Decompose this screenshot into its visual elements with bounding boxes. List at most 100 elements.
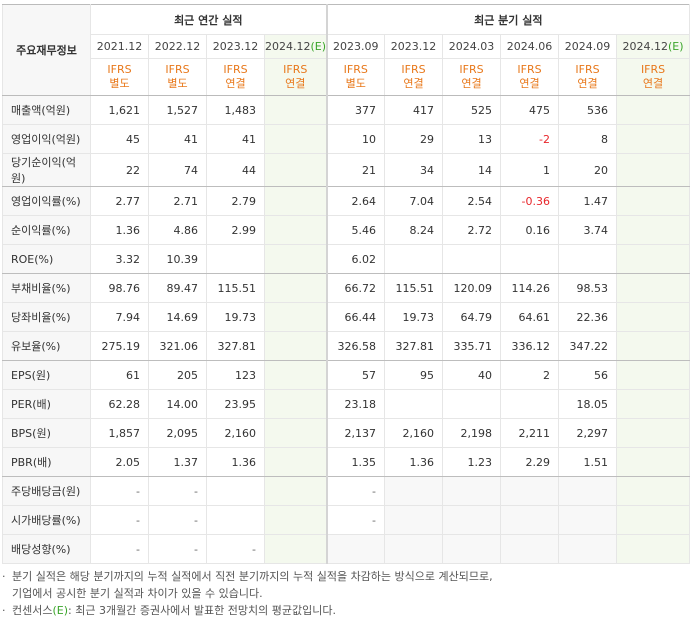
value-cell xyxy=(616,418,691,448)
value-cell: 2.72 xyxy=(442,215,502,245)
value-cell xyxy=(442,534,502,564)
row-label: 영업이익(억원) xyxy=(2,124,91,154)
value-cell xyxy=(384,505,444,535)
value-cell xyxy=(263,534,328,564)
row-label: 매출액(억원) xyxy=(2,95,91,125)
period: 2022.12 xyxy=(154,40,201,53)
value-cell xyxy=(616,360,691,390)
period-header: 2024.06 xyxy=(500,34,560,59)
period-header: 2023.12 xyxy=(206,34,265,59)
value-cell: 205 xyxy=(148,360,207,390)
accounting-standard: IFRS xyxy=(283,63,308,76)
value-cell: 2 xyxy=(500,360,560,390)
value-cell: 336.12 xyxy=(500,331,560,361)
value-cell xyxy=(616,95,691,125)
consolidation-scope: 연결 xyxy=(403,77,424,90)
value-cell: 536 xyxy=(558,95,618,125)
header-row: 2021.12 2022.12 2023.12 2024.12(E) 2023.09 20… xyxy=(3,34,691,59)
value-cell: 525 xyxy=(442,95,502,125)
value-cell: 23.18 xyxy=(325,389,386,419)
value-cell: 2,095 xyxy=(148,418,207,448)
value-cell xyxy=(384,389,444,419)
period-header: 2024.12(E) xyxy=(616,34,691,59)
value-cell xyxy=(616,447,691,477)
value-cell xyxy=(442,244,502,274)
value-cell: 335.71 xyxy=(442,331,502,361)
value-cell xyxy=(384,244,444,274)
value-cell xyxy=(263,418,328,448)
value-cell xyxy=(263,186,328,216)
value-cell xyxy=(616,331,691,361)
value-cell: 2,160 xyxy=(384,418,444,448)
row-label: 당좌비율(%) xyxy=(2,302,91,332)
value-cell: 417 xyxy=(384,95,444,125)
value-cell xyxy=(206,505,265,535)
data-row: 시가배당률(%) - - - xyxy=(2,505,691,535)
value-cell: 1.23 xyxy=(442,447,502,477)
row-label: BPS(원) xyxy=(2,418,91,448)
accounting-standard: IFRS xyxy=(343,63,368,76)
row-label: ROE(%) xyxy=(2,244,91,274)
basis-header: IFRS 연결 xyxy=(206,58,265,96)
value-cell: - xyxy=(148,476,207,506)
value-cell: 34 xyxy=(384,153,444,187)
value-cell: - xyxy=(206,534,265,564)
basis-header: IFRS 별도 xyxy=(325,58,386,96)
period: 2024.12 xyxy=(622,40,669,53)
basis-header: IFRS 연결 xyxy=(558,58,618,96)
accounting-standard: IFRS xyxy=(640,63,666,76)
data-row: 배당성향(%) - - - xyxy=(2,534,691,564)
value-cell: 377 xyxy=(325,95,386,125)
value-cell: 10.39 xyxy=(148,244,207,274)
value-cell: 57 xyxy=(325,360,386,390)
value-cell xyxy=(500,534,560,564)
estimate-mark: (E) xyxy=(668,40,684,53)
consolidation-scope: 연결 xyxy=(577,77,598,90)
value-cell: 327.81 xyxy=(384,331,444,361)
consolidation-scope: 별도 xyxy=(345,77,366,90)
value-cell: 6.02 xyxy=(325,244,386,274)
value-cell: 2,297 xyxy=(558,418,618,448)
value-cell: 2,198 xyxy=(442,418,502,448)
value-cell xyxy=(263,389,328,419)
value-cell xyxy=(500,244,560,274)
value-cell xyxy=(616,534,691,564)
row-label: 배당성향(%) xyxy=(2,534,91,564)
value-cell xyxy=(263,273,328,303)
row-label: 유보율(%) xyxy=(2,331,91,361)
value-cell xyxy=(558,244,618,274)
value-cell: 1.36 xyxy=(90,215,149,245)
value-cell: 61 xyxy=(90,360,149,390)
value-cell: 8.24 xyxy=(384,215,444,245)
accounting-standard: IFRS xyxy=(575,63,600,76)
value-cell: - xyxy=(325,505,386,535)
value-cell xyxy=(616,215,691,245)
value-cell: 2,211 xyxy=(500,418,560,448)
table-body: 매출액(억원) 1,621 1,527 1,483 377 417 525 475 536 영업이… xyxy=(2,95,691,564)
period: 2024.06 xyxy=(506,40,553,53)
value-cell: 7.94 xyxy=(90,302,149,332)
value-cell: 115.51 xyxy=(206,273,265,303)
value-cell xyxy=(616,505,691,535)
footnote: 분기 실적은 해당 분기까지의 누적 실적에서 직전 분기까지의 누적 실적을 … xyxy=(2,568,493,602)
value-cell: 45 xyxy=(90,124,149,154)
value-cell: 66.44 xyxy=(325,302,386,332)
value-cell: 1.35 xyxy=(325,447,386,477)
consolidation-scope: 연결 xyxy=(225,77,246,90)
basis-header: IFRS 연결 xyxy=(500,58,560,96)
value-cell: 41 xyxy=(206,124,265,154)
value-cell: 1.36 xyxy=(384,447,444,477)
data-row: 당기순이익(억원) 22 74 44 21 34 14 1 20 xyxy=(2,153,691,187)
data-row: 유보율(%) 275.19 321.06 327.81 326.58 327.81 335.… xyxy=(2,331,691,361)
corner-header: 주요재무정보 xyxy=(2,4,91,96)
row-label: 영업이익률(%) xyxy=(2,186,91,216)
data-row: ROE(%) 3.32 10.39 6.02 xyxy=(2,244,691,274)
value-cell: 2,160 xyxy=(206,418,265,448)
value-cell: - xyxy=(90,476,149,506)
value-cell: - xyxy=(90,505,149,535)
value-cell: 2.54 xyxy=(442,186,502,216)
accounting-standard: IFRS xyxy=(459,63,484,76)
value-cell: 2.79 xyxy=(206,186,265,216)
value-cell: 44 xyxy=(206,153,265,187)
